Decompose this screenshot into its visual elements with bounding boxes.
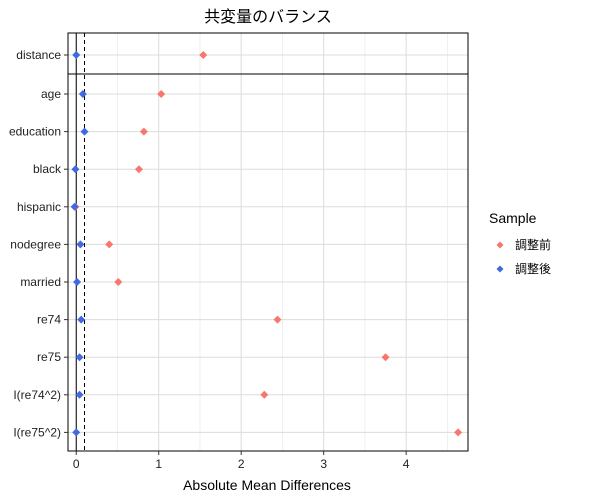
y-tick-label: distance <box>16 48 61 62</box>
y-tick-label: re74 <box>37 313 61 327</box>
y-tick-label: education <box>9 125 61 139</box>
point-after-adjustment <box>75 390 84 399</box>
y-tick-label: I(re75^2) <box>13 425 61 439</box>
y-tick-label: black <box>33 162 62 176</box>
point-after-adjustment <box>75 353 84 362</box>
y-tick-label: hispanic <box>17 200 61 214</box>
point-after-adjustment <box>71 165 80 174</box>
reference-lines <box>68 33 468 451</box>
point-after-adjustment <box>77 315 86 324</box>
point-before-adjustment <box>273 315 282 324</box>
y-tick-label: re75 <box>37 350 61 364</box>
point-before-adjustment <box>105 240 114 249</box>
legend-marker <box>496 265 504 273</box>
point-before-adjustment <box>114 278 123 286</box>
point-before-adjustment <box>134 165 143 174</box>
x-tick-label: 4 <box>403 457 410 471</box>
x-tick-label: 3 <box>320 457 327 471</box>
legend-label: 調整前 <box>515 237 551 252</box>
point-before-adjustment <box>199 51 208 59</box>
point-before-adjustment <box>157 90 166 98</box>
point-after-adjustment <box>72 428 81 437</box>
x-axis-title: Absolute Mean Differences <box>183 477 351 493</box>
point-after-adjustment <box>72 51 81 59</box>
data-points <box>70 51 463 437</box>
panel-border <box>67 32 469 452</box>
y-tick-labels: distance age education black hispanic nodegre… <box>9 48 68 439</box>
point-before-adjustment <box>381 353 390 362</box>
legend-label: 調整後 <box>515 261 551 276</box>
y-tick-label: nodegree <box>10 237 61 251</box>
x-tick-label: 1 <box>155 457 162 471</box>
legend-marker <box>496 241 504 249</box>
point-after-adjustment <box>73 278 82 286</box>
chart-title: 共変量のバランス <box>204 7 332 26</box>
point-before-adjustment <box>139 127 148 136</box>
point-after-adjustment <box>78 90 87 98</box>
x-tick-label: 0 <box>73 457 80 471</box>
point-before-adjustment <box>260 390 269 399</box>
point-before-adjustment <box>454 428 463 437</box>
point-after-adjustment <box>76 240 85 249</box>
y-tick-label: I(re74^2) <box>13 388 61 402</box>
point-after-adjustment <box>80 127 89 136</box>
point-after-adjustment <box>70 202 79 211</box>
grid-lines <box>68 33 468 451</box>
legend-title: Sample <box>489 210 537 226</box>
y-tick-label: married <box>20 275 61 289</box>
x-tick-label: 2 <box>238 457 245 471</box>
x-tick-labels: 0 1 2 3 4 <box>73 451 410 471</box>
y-tick-label: age <box>41 87 61 101</box>
